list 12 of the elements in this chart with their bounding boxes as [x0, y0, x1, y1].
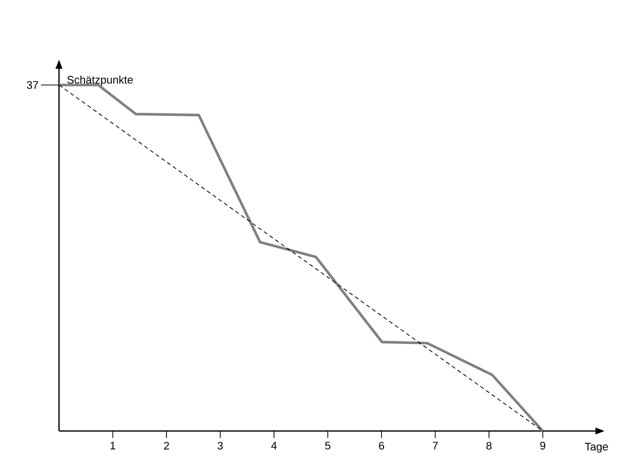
x-tick-label: 2 — [164, 442, 169, 450]
x-tick-label: 6 — [379, 442, 384, 450]
x-tick-label: 9 — [540, 442, 546, 450]
x-tick-label: 7 — [432, 442, 438, 450]
x-tick-label: 3 — [218, 442, 223, 450]
text: 37 — [26, 81, 38, 89]
y-axis-title: Schätzpunkte — [67, 76, 133, 86]
x-tick-label: 4 — [271, 442, 277, 450]
x-tick-label: 8 — [486, 442, 492, 450]
x-tick-label: 5 — [325, 442, 330, 450]
x-tick-label: 1 — [110, 442, 116, 450]
x-axis-title: Tage — [584, 442, 608, 453]
